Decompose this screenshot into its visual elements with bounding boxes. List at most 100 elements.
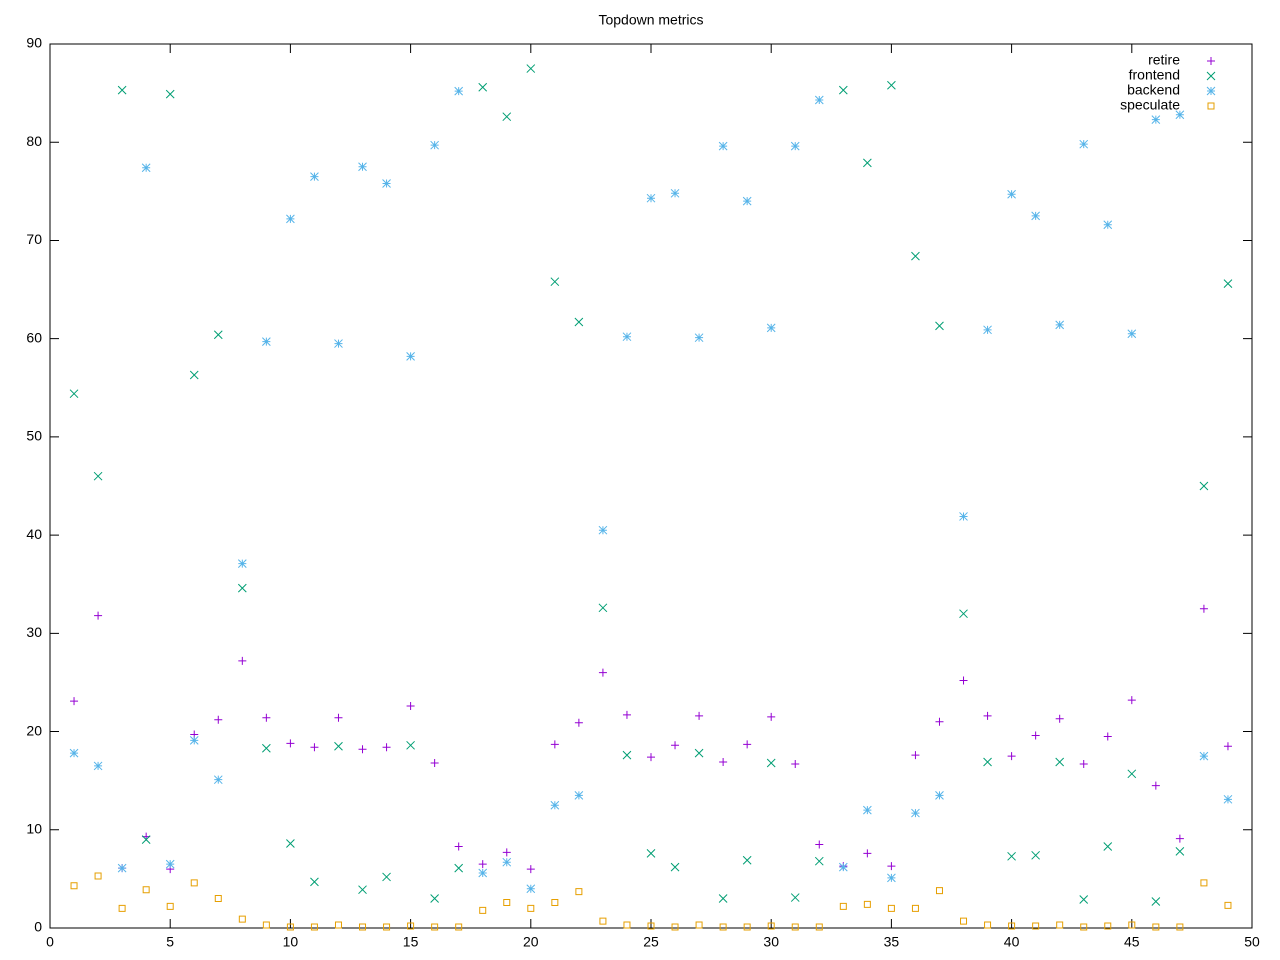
point — [358, 745, 367, 754]
point — [767, 922, 775, 930]
y-tick-label: 80 — [26, 133, 42, 149]
point — [766, 758, 776, 768]
point — [1079, 759, 1088, 768]
point — [791, 759, 800, 768]
point — [262, 713, 271, 722]
point — [984, 921, 992, 929]
point — [1224, 901, 1232, 909]
point — [622, 750, 632, 760]
point — [407, 922, 415, 930]
point — [1055, 714, 1064, 723]
point — [454, 86, 464, 96]
point — [478, 868, 488, 878]
point — [166, 902, 174, 910]
point — [189, 736, 199, 745]
point — [574, 791, 584, 800]
point — [911, 904, 919, 912]
point — [165, 89, 175, 99]
y-tick-label: 20 — [26, 722, 42, 738]
point — [382, 179, 391, 188]
point — [94, 611, 103, 620]
x-tick-label: 50 — [1244, 934, 1260, 950]
legend-label: backend — [1127, 82, 1180, 98]
point — [959, 609, 968, 619]
point — [1080, 923, 1088, 931]
point — [1175, 110, 1185, 120]
point — [358, 885, 367, 895]
point — [718, 894, 728, 903]
point — [838, 85, 848, 95]
point — [1223, 279, 1233, 289]
point — [887, 80, 896, 90]
point — [69, 748, 79, 758]
x-tick-label: 0 — [46, 934, 54, 950]
point — [1103, 842, 1113, 851]
point — [431, 923, 439, 931]
point — [479, 906, 487, 914]
point — [310, 923, 318, 931]
point — [70, 882, 78, 890]
point — [478, 82, 488, 92]
point — [598, 525, 608, 535]
point — [310, 743, 319, 752]
point — [358, 162, 367, 172]
point — [1127, 329, 1137, 339]
point — [1079, 139, 1089, 149]
y-tick-label: 30 — [26, 624, 42, 640]
point — [863, 900, 871, 908]
point — [550, 740, 559, 749]
point — [334, 713, 343, 722]
point — [1127, 769, 1137, 779]
point — [430, 894, 439, 903]
point — [574, 718, 583, 727]
point — [814, 856, 824, 866]
point — [983, 711, 992, 720]
point — [165, 859, 175, 869]
point — [574, 317, 584, 327]
point — [455, 923, 463, 931]
point — [69, 389, 79, 399]
point — [1152, 923, 1160, 931]
x-tick-label: 5 — [166, 934, 174, 950]
point — [671, 923, 679, 931]
point — [406, 740, 415, 750]
point — [1031, 731, 1040, 740]
point — [213, 775, 223, 785]
point — [502, 848, 511, 857]
point — [1151, 781, 1160, 790]
point — [237, 583, 247, 593]
point — [1103, 732, 1112, 741]
point — [622, 710, 631, 719]
point — [1199, 751, 1209, 761]
point — [1008, 922, 1016, 930]
point — [743, 923, 751, 931]
legend-label: frontend — [1129, 67, 1180, 83]
point — [1031, 211, 1040, 221]
point — [1007, 752, 1016, 761]
x-tick-label: 45 — [1124, 934, 1140, 950]
point — [1079, 895, 1089, 904]
point — [863, 849, 872, 858]
point — [743, 740, 752, 749]
point — [1032, 922, 1040, 930]
point — [334, 921, 342, 929]
point — [526, 884, 536, 894]
point — [670, 188, 680, 198]
point — [839, 902, 847, 910]
point — [1176, 923, 1184, 931]
point — [310, 877, 319, 887]
point — [238, 915, 246, 923]
point — [454, 863, 464, 873]
point — [383, 923, 391, 931]
point — [142, 886, 150, 894]
point — [238, 656, 247, 665]
point — [454, 842, 463, 851]
y-tick-label: 50 — [26, 428, 42, 444]
point — [1103, 220, 1113, 230]
x-tick-label: 30 — [763, 934, 779, 950]
point — [647, 922, 655, 930]
point — [622, 332, 632, 342]
legend-label: retire — [1148, 52, 1180, 68]
point — [93, 761, 103, 771]
x-tick-label: 15 — [403, 934, 419, 950]
